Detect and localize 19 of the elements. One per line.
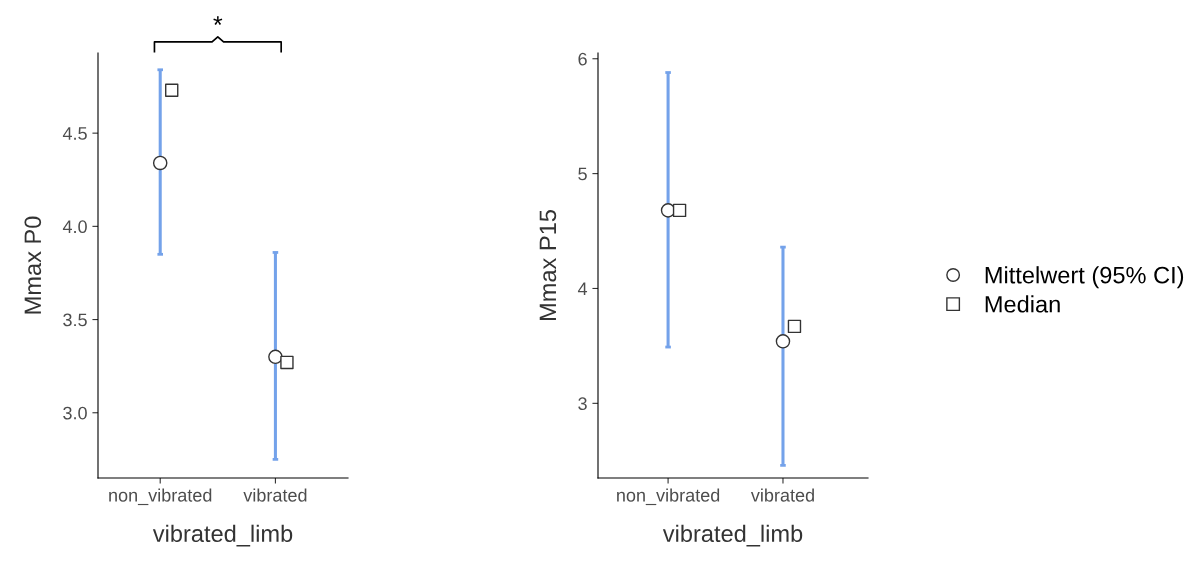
legend-label: Mittelwert (95% CI) xyxy=(985,266,1184,289)
x-tick-label: vibrated xyxy=(243,488,307,502)
x-axis-title: vibrated_limb xyxy=(152,524,293,547)
y-axis-title: Mmax P0 xyxy=(24,216,42,314)
y-tick-label: 3.5 xyxy=(63,313,87,327)
x-tick-label: non_vibrated xyxy=(617,488,720,506)
y-axis-title: Mmax P15 xyxy=(539,210,557,320)
y-tick-label: 5 xyxy=(578,167,587,181)
x-tick-label: non_vibrated xyxy=(109,488,212,506)
x-tick-label: vibrated xyxy=(750,488,814,502)
x-axis-title: vibrated_limb xyxy=(662,524,803,547)
y-tick-label: 4 xyxy=(577,282,588,296)
legend-label: Median xyxy=(985,295,1060,313)
y-tick-label: 6 xyxy=(578,52,587,66)
y-tick-label: 3 xyxy=(578,397,587,411)
y-tick-label: 4.0 xyxy=(62,220,87,234)
y-tick-label: 4.5 xyxy=(62,127,87,140)
text: * xyxy=(213,16,223,25)
y-tick-label: 3.0 xyxy=(63,406,87,420)
